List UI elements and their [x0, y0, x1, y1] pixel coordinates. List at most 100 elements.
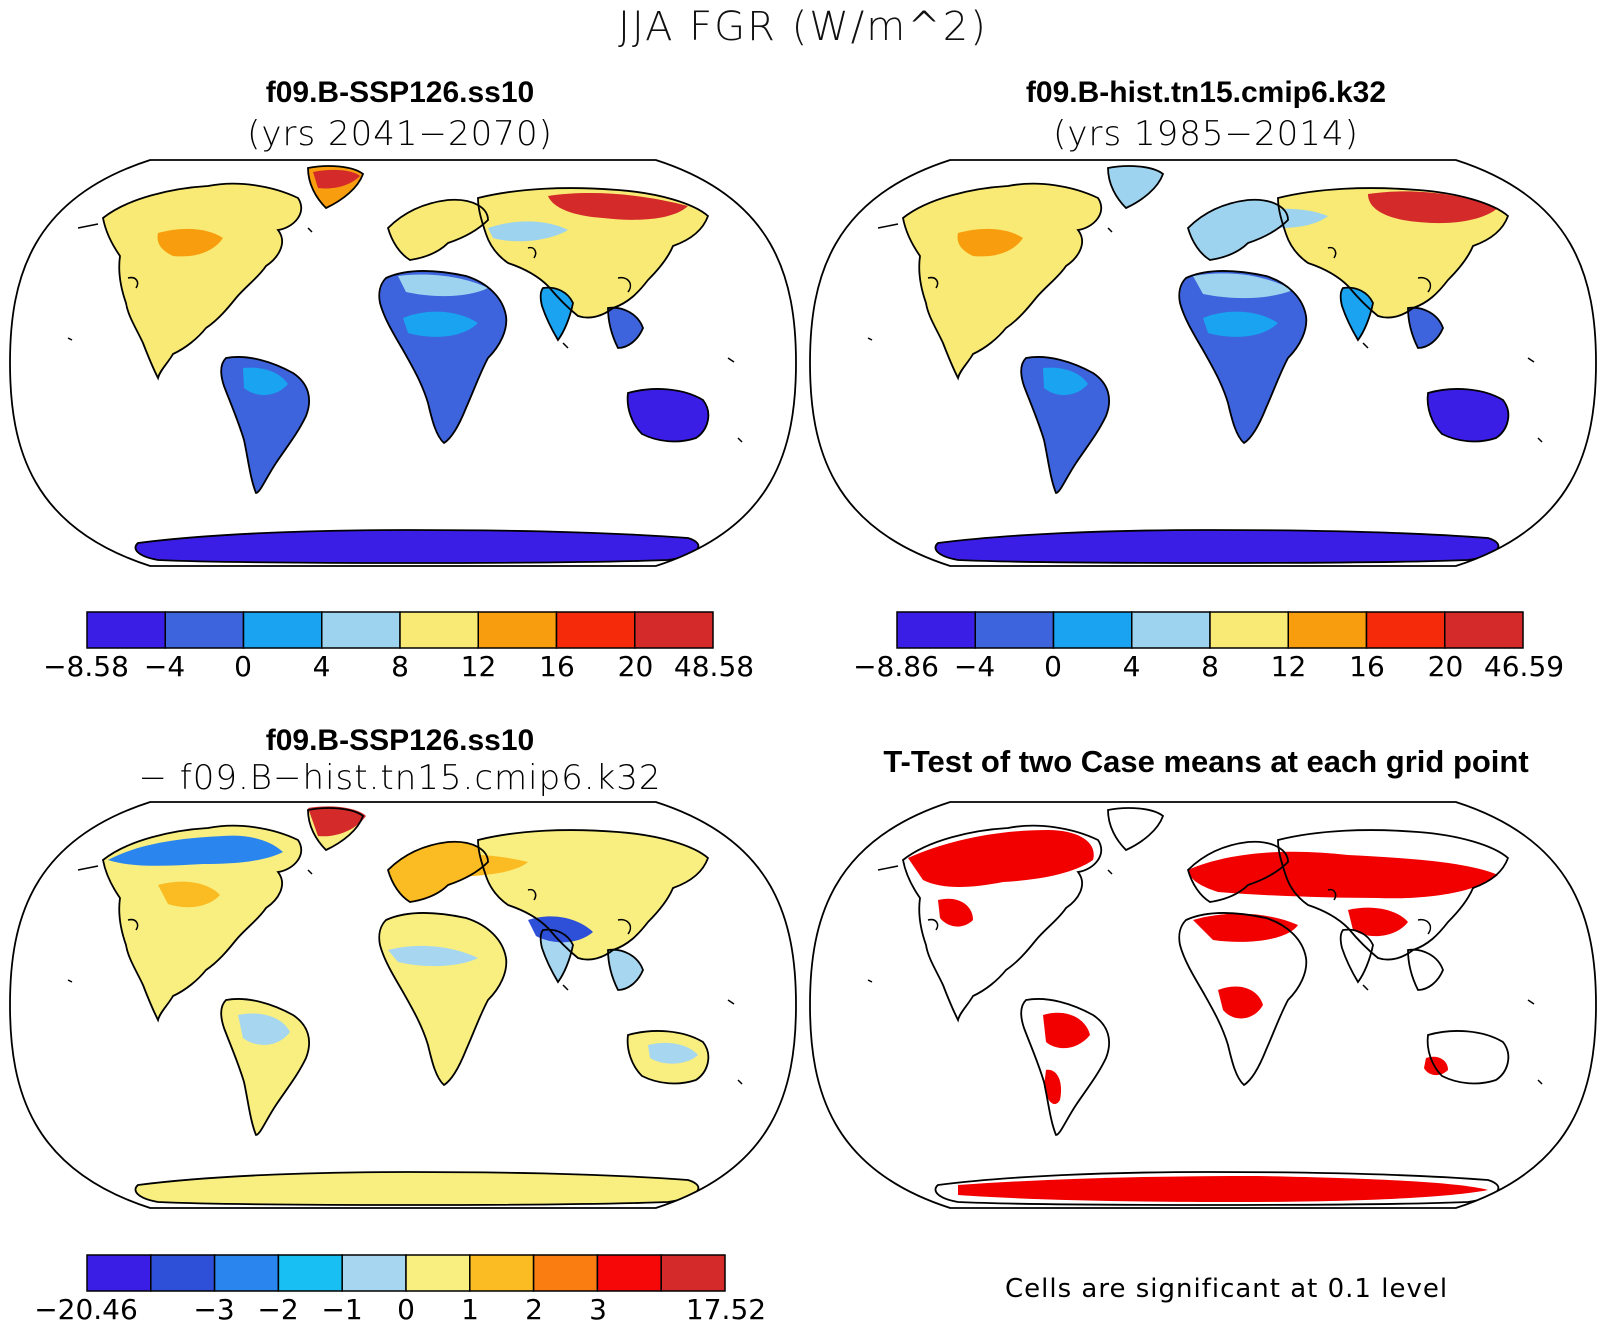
map-frame: [9, 159, 797, 567]
colorbar-box: [1444, 611, 1524, 649]
landmass-seAsia: [1408, 307, 1443, 348]
colorbar-box: [213, 1254, 280, 1292]
coastline: [1020, 998, 1110, 1136]
coastline-island: [1362, 342, 1369, 349]
coastline: [1426, 388, 1510, 443]
coastline-island: [1537, 1079, 1543, 1085]
coastline-island: [1527, 999, 1535, 1005]
map-bottom-left: [9, 801, 797, 1209]
map-top-right: [809, 159, 1597, 567]
colorbar-tick-label: 12: [460, 650, 497, 683]
coastline-island: [527, 246, 537, 259]
field-region: [648, 1042, 698, 1064]
field-region: [398, 274, 488, 297]
coastline-island: [867, 337, 873, 341]
colorbar-box: [1131, 611, 1211, 649]
colorbar-top-right: [896, 611, 1524, 649]
landmass-antarctica: [935, 530, 1499, 563]
colorbar-tick-label: 17.52: [685, 1293, 767, 1326]
coastline-island: [877, 223, 899, 229]
coastline: [1107, 807, 1165, 852]
field-region: [108, 835, 283, 866]
field-region: [1044, 1069, 1062, 1105]
field-region: [1424, 1056, 1448, 1076]
field-region: [1368, 191, 1498, 224]
coastline-island: [562, 984, 569, 991]
coastline-island: [617, 276, 632, 293]
field-region: [313, 169, 360, 189]
field-region: [957, 228, 1023, 257]
coastline: [1426, 1030, 1510, 1085]
coastline-island: [1527, 357, 1535, 363]
field-region: [488, 221, 568, 242]
field-region: [1193, 273, 1293, 299]
landmass-europe: [388, 199, 488, 260]
landmass-seAsia: [1408, 949, 1443, 990]
coastline: [1407, 948, 1444, 991]
coastline: [1339, 928, 1374, 984]
coastline: [378, 270, 508, 445]
coastline-island: [67, 979, 73, 983]
colorbar-tick-label: −1: [321, 1293, 363, 1326]
coastline: [902, 824, 1103, 1023]
landmass-greenland: [1108, 808, 1163, 850]
colorbar-box: [405, 1254, 471, 1292]
field-region: [528, 916, 593, 943]
coastline: [539, 928, 574, 984]
landmass-antarctica: [135, 530, 699, 563]
coastline-island: [67, 337, 73, 341]
panel-tr-subtitle: (yrs 1985−2014): [1053, 114, 1359, 154]
field-region: [1043, 1012, 1090, 1049]
coastline-island: [1107, 869, 1113, 875]
coastline: [934, 529, 1500, 564]
coastline-island: [127, 918, 139, 931]
field-region: [157, 228, 223, 257]
coastline: [1407, 306, 1444, 349]
coastline: [102, 182, 303, 381]
landmass-africa: [379, 271, 507, 443]
panel-bl-title: f09.B-SSP126.ss10: [265, 724, 535, 757]
coastline-island: [127, 276, 139, 289]
map-bottom-right: [809, 801, 1597, 1209]
coastline: [1277, 187, 1510, 319]
coastline: [626, 388, 710, 443]
coastline: [307, 165, 365, 210]
colorbar-box: [86, 1254, 152, 1292]
landmass-seAsia: [608, 307, 643, 348]
coastline: [607, 306, 644, 349]
colorbar-tick-label: 20: [617, 650, 654, 683]
coastline-island: [877, 865, 899, 871]
coastline: [477, 187, 710, 319]
map-top-left: [9, 159, 797, 567]
coastline: [1020, 356, 1110, 494]
coastline-island: [727, 357, 735, 363]
panel-br-title: T-Test of two Case means at each grid po…: [883, 744, 1529, 779]
coastline-island: [1417, 276, 1432, 293]
colorbar-box: [1287, 611, 1368, 649]
colorbar-bottom-left: [86, 1254, 726, 1292]
colorbar-box: [86, 611, 166, 649]
landmass-antarctica: [135, 1172, 699, 1205]
landmass-asia: [478, 830, 708, 960]
coastline: [307, 807, 365, 852]
field-region: [958, 1176, 1488, 1202]
panel-tl-title: f09.B-SSP126.ss10: [265, 76, 535, 109]
coastline-island: [562, 342, 569, 349]
coastline: [1186, 840, 1289, 903]
landmass-australia: [1427, 1030, 1509, 1084]
landmass-northAmerica: [903, 183, 1102, 378]
coastline: [1107, 165, 1165, 210]
significance-footnote: Cells are significant at 0.1 level: [1005, 1274, 1449, 1304]
coastline: [1277, 829, 1510, 961]
colorbar-tick-label: −2: [257, 1293, 299, 1326]
landmass-northAmerica: [103, 183, 302, 378]
field-region: [908, 830, 1094, 887]
colorbar-tick-label: 16: [539, 650, 575, 683]
landmass-asia: [478, 188, 708, 318]
colorbar-top-left: [86, 611, 714, 649]
field-region: [1203, 311, 1278, 337]
coastline-island: [867, 979, 873, 983]
colorbar-tick-label: −8.58: [43, 650, 129, 683]
field-region: [1348, 907, 1408, 937]
colorbar-box: [150, 1254, 216, 1292]
